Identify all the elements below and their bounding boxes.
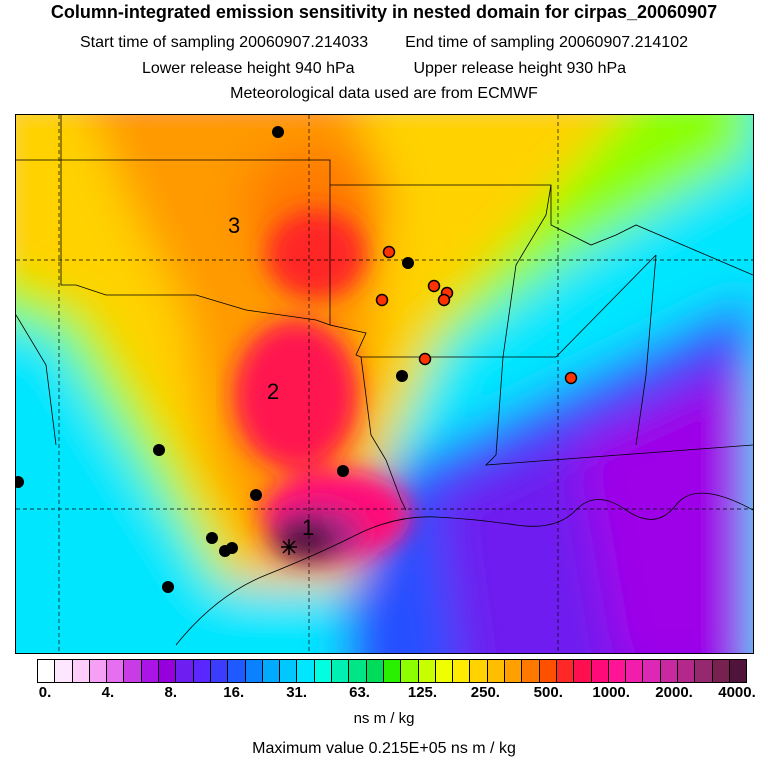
colorbar-segment [626,660,644,682]
sensitivity-map: 1 2 3 [15,114,754,654]
site-marker [16,476,24,488]
colorbar-segment [193,660,211,682]
colorbar-segment [608,660,627,682]
colorbar-segment [453,660,471,682]
black-site-markers [16,126,414,593]
colorbar-segment [314,660,333,682]
colorbar-segment [556,660,575,682]
map-borders [16,115,753,646]
colorbar-segment [176,660,194,682]
colorbar-tick-label: 16. [223,684,245,701]
site-marker [382,245,396,259]
colorbar-segment [107,660,125,682]
colorbar-tick-label: 31. [286,684,308,701]
site-marker [375,293,389,307]
colorbar-segment [505,660,523,682]
red-site-markers [375,245,578,385]
sensitivity-field [16,115,753,653]
colorbar-tick-label: 250. [470,684,500,701]
colorbar-segment [159,660,177,682]
site-marker [402,257,414,269]
lat-lon-grid [16,115,753,653]
colorbar-tick-label: 2000. [655,684,693,701]
colorbar-segment [141,660,160,682]
colorbar-segment [124,660,142,682]
colorbar-segment [383,660,402,682]
colorbar-segment [366,660,384,682]
colorbar [37,659,747,683]
site-marker [272,126,284,138]
max-value-text: Maximum value 0.215E+05 ns m / kg [252,740,516,757]
colorbar-segment [729,660,747,682]
colorbar-segment [712,660,730,682]
colorbar-tick-label: 1000. [592,684,630,701]
colorbar-segment [435,660,454,682]
colorbar-tick-label: 0. [38,684,52,701]
colorbar-segment [89,660,108,682]
met-data-text: Meteorological data used are from ECMWF [230,85,538,102]
colorbar-segment [280,660,298,682]
site-marker [162,581,174,593]
release-heights: Lower release height 940 hPa Upper relea… [0,60,768,78]
colorbar-segment [487,660,506,682]
colorbar-segment [38,660,56,682]
colorbar-segment [349,660,367,682]
end-sampling-text: End time of sampling 20060907.214102 [405,34,688,51]
colorbar-segment [660,660,678,682]
colorbar-segment [228,660,246,682]
colorbar-segment [332,660,350,682]
sensitivity-core [234,210,411,565]
colorbar-segment [401,660,419,682]
colorbar-segment [418,660,436,682]
colorbar-segment [262,660,281,682]
release-location-star [281,539,297,555]
colorbar-segment [677,660,696,682]
colorbar-segment [574,660,592,682]
colorbar-segment [55,660,73,682]
site-marker [396,370,408,382]
upper-release-text: Upper release height 930 hPa [413,60,627,77]
colorbar-tick-label: 8. [164,684,178,701]
colorbar-segment [643,660,661,682]
site-marker [250,489,262,501]
sampling-times: Start time of sampling 20060907.214033 E… [0,34,768,52]
label-3: 3 [228,213,240,238]
site-marker [437,293,451,307]
site-marker [219,545,231,557]
site-marker [564,371,578,385]
site-marker [337,465,349,477]
map-svg: 1 2 3 [16,115,753,653]
site-marker [427,279,441,293]
colorbar-segment [591,660,609,682]
colorbar-tick-label: 125. [407,684,438,701]
colorbar-unit: ns m / kg [353,710,415,727]
label-2: 2 [267,379,279,404]
site-marker [206,532,218,544]
colorbar-segment [695,660,713,682]
colorbar-segment [522,660,540,682]
colorbar-tick-label: 63. [349,684,370,701]
lower-release-text: Lower release height 940 hPa [141,60,355,77]
colorbar-segment [539,660,557,682]
colorbar-segment [245,660,263,682]
colorbar-segment [72,660,90,682]
colorbar-tick-label: 500. [533,684,563,701]
colorbar-segment [297,660,315,682]
site-marker [418,352,432,366]
chart-title: Column-integrated emission sensitivity i… [50,2,718,22]
colorbar-tick-label: 4. [101,684,115,701]
site-marker [153,444,165,456]
colorbar-segment [210,660,229,682]
colorbar-segment [470,660,488,682]
colorbar-tick-label: 4000. [718,684,756,701]
label-1: 1 [302,515,314,540]
start-sampling-text: Start time of sampling 20060907.214033 [80,34,369,51]
